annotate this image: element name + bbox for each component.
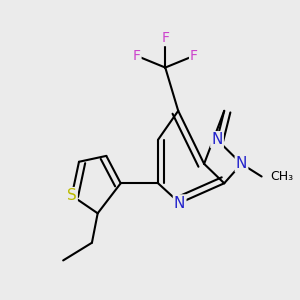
Text: N: N — [236, 156, 247, 171]
Text: S: S — [67, 188, 77, 203]
Text: N: N — [211, 132, 223, 147]
Text: F: F — [133, 49, 140, 63]
Text: CH₃: CH₃ — [270, 170, 293, 183]
Text: F: F — [190, 49, 198, 63]
Text: N: N — [174, 196, 185, 211]
Text: F: F — [161, 31, 169, 45]
